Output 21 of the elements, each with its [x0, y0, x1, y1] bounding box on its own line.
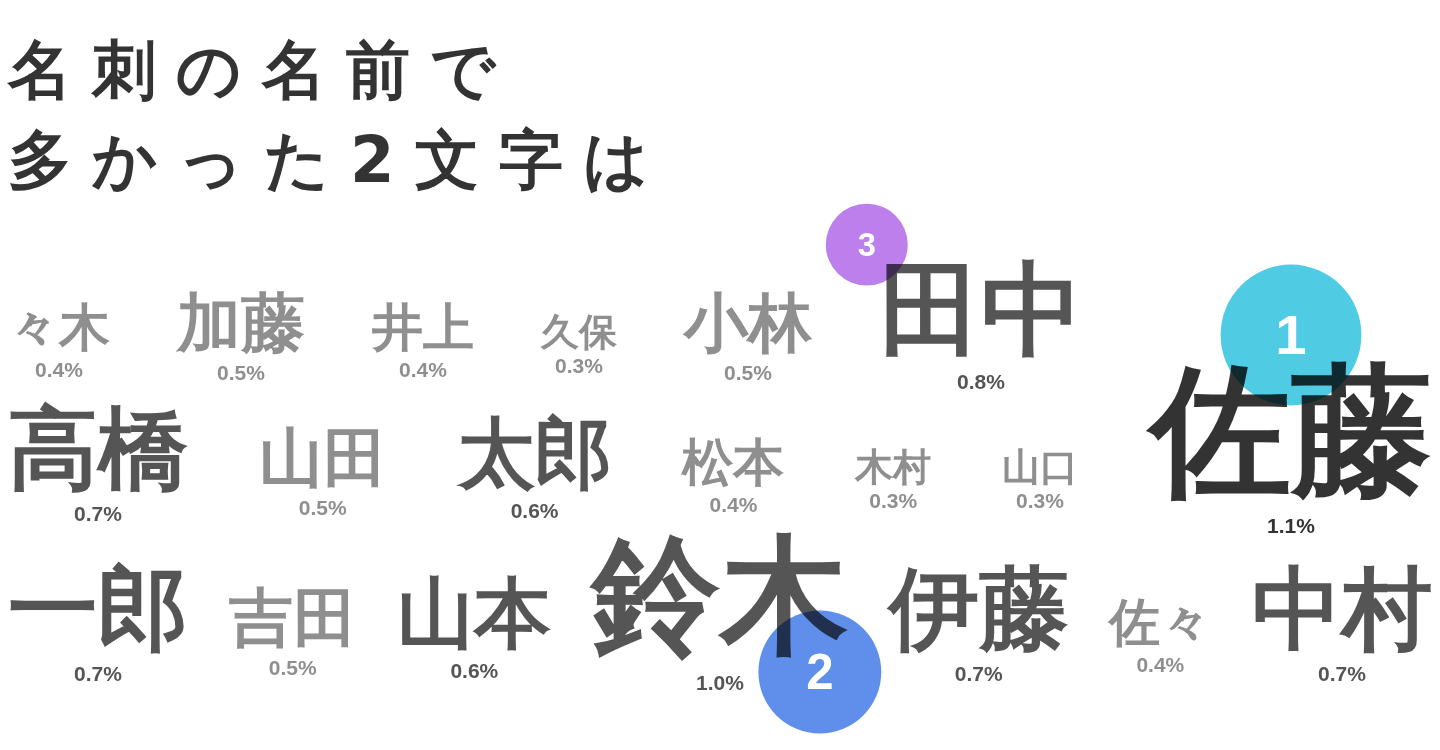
- word: 佐々: [1109, 592, 1212, 652]
- word: 加藤: [177, 285, 305, 360]
- word: 木村: [855, 444, 932, 489]
- word: 伊藤: [888, 556, 1069, 661]
- word: 山本: [397, 568, 552, 658]
- word: 田中: [879, 249, 1083, 369]
- subtitle: 多かった2文字は: [8, 123, 669, 197]
- word: 山田: [258, 420, 387, 495]
- word: 々木: [8, 297, 110, 357]
- word: 一郎: [8, 556, 188, 661]
- word: 久保: [541, 309, 617, 354]
- word: 井上: [372, 297, 474, 357]
- annotation: 3: [857, 226, 876, 264]
- word: 太郎: [457, 408, 612, 498]
- word: 松本: [682, 432, 785, 492]
- word: 高橋: [8, 396, 188, 501]
- word: 吉田: [228, 580, 357, 655]
- word: 山口: [1002, 444, 1078, 489]
- word: 小林: [684, 285, 812, 360]
- word: 中村: [1252, 556, 1432, 661]
- title: 名刺の名前で: [8, 33, 516, 107]
